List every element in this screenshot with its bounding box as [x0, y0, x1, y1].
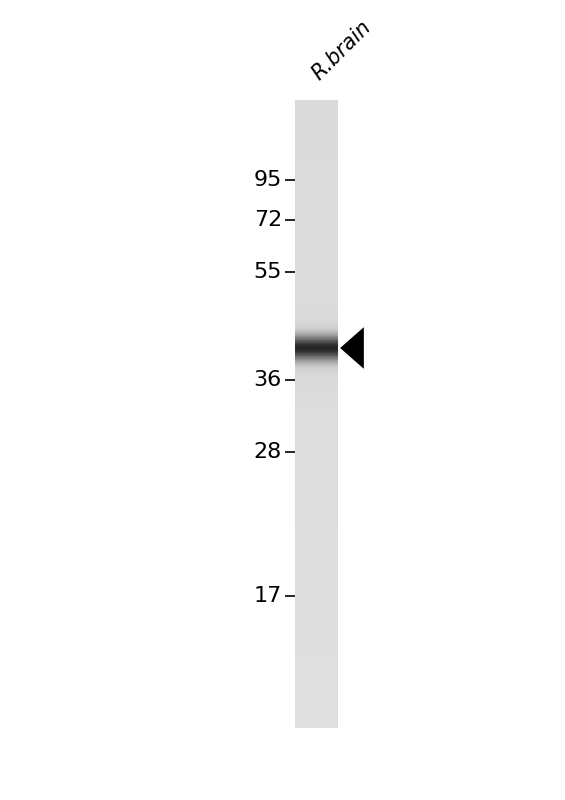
Text: 95: 95 — [254, 170, 282, 190]
Text: R.brain: R.brain — [308, 17, 375, 84]
Text: 36: 36 — [254, 370, 282, 390]
Text: 17: 17 — [254, 586, 282, 606]
Text: 72: 72 — [254, 210, 282, 230]
Polygon shape — [340, 327, 364, 369]
Text: 28: 28 — [254, 442, 282, 462]
Text: 55: 55 — [254, 262, 282, 282]
